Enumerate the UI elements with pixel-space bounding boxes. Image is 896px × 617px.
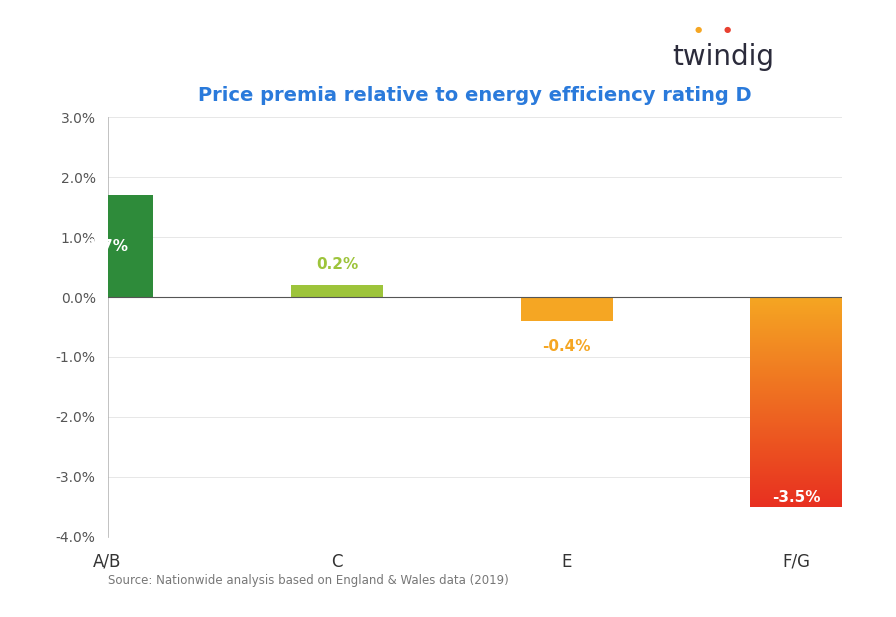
Bar [750,297,842,507]
Bar [521,297,613,321]
Text: 1.7%: 1.7% [87,239,128,254]
Text: Source: Nationwide analysis based on England & Wales data (2019): Source: Nationwide analysis based on Eng… [108,574,508,587]
Text: twindig: twindig [672,43,774,71]
Text: -0.4%: -0.4% [542,339,591,354]
Text: ●: ● [694,25,702,34]
Bar [291,285,383,297]
Text: ●: ● [724,25,731,34]
Bar [62,195,153,297]
Title: Price premia relative to energy efficiency rating D: Price premia relative to energy efficien… [198,86,752,104]
Text: -3.5%: -3.5% [772,491,821,505]
Text: 0.2%: 0.2% [316,257,358,272]
